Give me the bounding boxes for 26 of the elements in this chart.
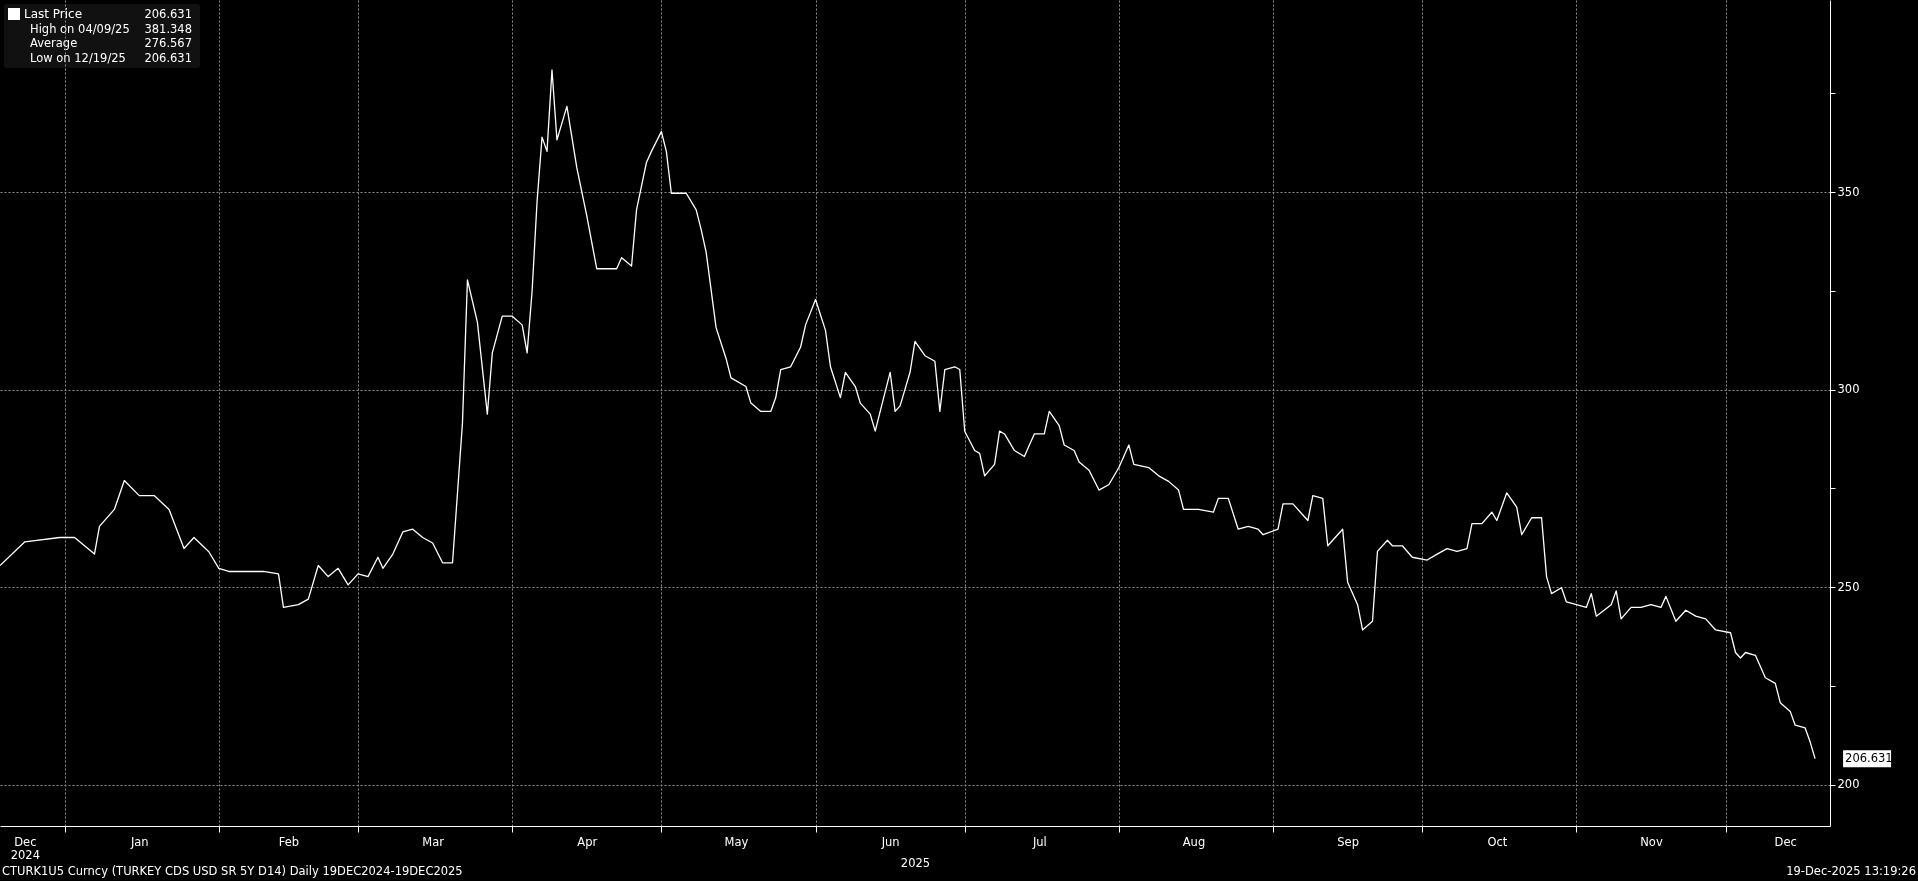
text: Low on 12/19/25 206.631 [30,50,192,65]
x-tick-label: Jan [129,834,149,849]
x-tick-label: Nov [1640,834,1663,849]
x-tick-label: Dec 2024 [10,834,40,862]
line-series [0,69,1816,760]
legend-label: Last Price [24,7,83,21]
x-tick-label: Oct [1487,834,1508,849]
x-tick-label: Feb [278,834,300,849]
text: CTURK1U5 Curncy (TURKEY CDS USD SR 5Y D14) Daily 19DEC2024-19DEC2025 [2,864,463,880]
x-tick-label: Sep [1337,834,1359,849]
y-tick-label: 300 [1837,382,1860,397]
x-tick-label: Dec [1774,834,1797,849]
x-tick-label: Jul [1031,834,1047,849]
x-axis-title: 2025 [900,855,931,870]
annotation: 206.631 [144,7,192,22]
x-tick-label: Apr [577,834,598,849]
y-tick-label: 200 [1837,777,1860,792]
text: Average 276.567 [30,36,192,50]
text: High on 04/09/25 381.348 [30,21,192,36]
y-tick-label: 350 [1837,184,1860,199]
text: 19-Dec-2025 13:19:26 [1786,864,1916,880]
x-tick-label: May [724,834,749,849]
x-tick-label: Mar [422,834,445,849]
x-tick-label: Aug [1182,834,1206,849]
y-tick-label: 250 [1837,579,1860,594]
x-tick-label: Jun [880,834,900,849]
